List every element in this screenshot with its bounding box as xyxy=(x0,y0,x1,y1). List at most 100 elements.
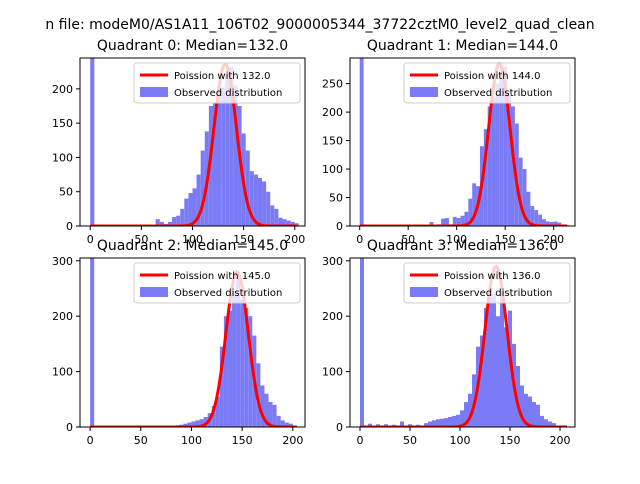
histogram-bar xyxy=(284,422,289,427)
histogram-bar xyxy=(368,423,372,427)
x-tick-label: 150 xyxy=(232,434,253,447)
axes-frame xyxy=(79,257,306,428)
histogram-bar xyxy=(549,222,554,226)
histogram-bar xyxy=(155,219,160,226)
legend-bar-label: Observed distribution xyxy=(174,88,282,99)
legend-line-label: Poission with 132.0 xyxy=(174,71,270,82)
histogram-bar xyxy=(464,211,469,226)
histogram-bar xyxy=(249,171,254,226)
histogram-bar xyxy=(274,208,279,226)
histogram-bar xyxy=(288,423,293,427)
histogram-bar xyxy=(495,83,500,226)
histogram-bar xyxy=(428,421,432,427)
x-tick-label: 150 xyxy=(495,233,516,246)
y-tick-label: 200 xyxy=(322,106,343,119)
histogram-bar xyxy=(538,214,543,226)
histogram-bar xyxy=(548,421,552,427)
histogram-bar xyxy=(472,183,477,226)
histogram-bar xyxy=(215,396,220,427)
legend-line-label: Poission with 144.0 xyxy=(444,71,540,82)
legend-bar-swatch xyxy=(140,87,168,97)
histogram-bar xyxy=(553,221,558,226)
histogram-bar xyxy=(191,421,196,427)
histogram-bar xyxy=(280,420,285,427)
histogram-bar xyxy=(272,404,277,427)
histogram-bar xyxy=(545,221,550,226)
histogram-bar xyxy=(278,217,283,226)
quadrant-1-title: Quadrant 1: Median=144.0 xyxy=(367,38,558,54)
quadrant-1-panel: 0 50 100 150 200 0 50 100 150 200 250 Quadrant 1: M… xyxy=(322,38,576,246)
legend-bar-swatch xyxy=(410,87,438,97)
histogram-bar xyxy=(508,310,512,427)
histogram-bar xyxy=(192,188,197,226)
histogram-bar xyxy=(360,258,364,427)
poisson-curve xyxy=(89,62,298,226)
x-tick-label: 100 xyxy=(182,233,203,246)
x-tick-label: 0 xyxy=(87,233,94,246)
histogram-bar xyxy=(468,393,472,427)
y-tick-label: 200 xyxy=(52,310,73,323)
histogram-bar xyxy=(520,385,524,427)
y-tick-label: 0 xyxy=(336,220,343,233)
histogram-bar xyxy=(211,405,216,427)
histogram-bar xyxy=(464,402,468,427)
histogram-bar xyxy=(260,385,265,427)
poisson-curve xyxy=(358,264,568,427)
histogram-bar xyxy=(503,66,508,226)
y-tick-label: 300 xyxy=(322,255,343,268)
quadrant-0-plot-area xyxy=(89,58,299,226)
legend-box xyxy=(403,62,571,104)
quadrant-0-title: Quadrant 0: Median=132.0 xyxy=(97,38,288,54)
y-tick-label: 50 xyxy=(329,192,343,205)
histogram-bar xyxy=(460,215,465,226)
histogram-bar xyxy=(500,288,504,427)
histogram-bar xyxy=(282,219,287,226)
histogram-bar xyxy=(290,221,295,226)
x-tick-label: 200 xyxy=(550,434,571,447)
histogram-bar xyxy=(233,85,238,226)
x-tick-label: 100 xyxy=(446,233,467,246)
histogram-bar xyxy=(221,87,226,226)
axes-frame xyxy=(349,257,576,428)
y-tick-label: 250 xyxy=(322,78,343,91)
histogram-bar xyxy=(227,310,233,427)
histogram-bar xyxy=(456,218,461,226)
legend: Poission with 144.0 Observed distribution xyxy=(403,62,571,104)
y-tick-label: 0 xyxy=(66,220,73,233)
histogram-bar xyxy=(240,299,245,427)
histogram-bar xyxy=(187,422,192,427)
histogram-bar xyxy=(524,393,528,427)
legend-bar-label: Observed distribution xyxy=(174,288,282,299)
histogram-bar xyxy=(448,417,452,427)
legend-bar-swatch xyxy=(140,287,168,297)
y-tick-label: 150 xyxy=(322,135,343,148)
poisson-curve xyxy=(358,62,568,226)
y-tick-label: 100 xyxy=(322,366,343,379)
histogram-bar xyxy=(200,150,205,226)
x-tick-label: 50 xyxy=(134,233,148,246)
y-tick-label: 100 xyxy=(52,151,73,164)
quadrant-3-panel: 0 50 100 150 200 0 100 200 300 Quadrant 3: Median… xyxy=(322,238,576,447)
x-tick-label: 100 xyxy=(450,434,471,447)
histogram-bar xyxy=(90,258,95,427)
histogram-bar xyxy=(172,217,177,226)
histogram-bar xyxy=(557,222,562,226)
figure-suptitle: n file: modeM0/AS1A11_106T02_9000005344_… xyxy=(45,17,594,33)
histogram-bar xyxy=(208,106,213,226)
histogram-bar xyxy=(229,66,234,226)
histogram-bar xyxy=(492,294,496,427)
histogram-bar xyxy=(445,218,449,226)
x-tick-label: 200 xyxy=(282,434,303,447)
histogram-bar xyxy=(359,58,364,226)
histogram-bar xyxy=(264,393,269,427)
histogram-bar xyxy=(244,307,249,427)
axes-frame xyxy=(349,57,576,227)
histogram-bar xyxy=(526,191,531,226)
histogram-bar xyxy=(488,296,492,427)
histogram-bar xyxy=(257,178,263,226)
histogram-bar xyxy=(491,97,496,226)
histogram-bar xyxy=(245,150,250,226)
x-tick-label: 0 xyxy=(87,434,94,447)
histogram-bar xyxy=(276,415,281,427)
y-tick-label: 100 xyxy=(322,163,343,176)
